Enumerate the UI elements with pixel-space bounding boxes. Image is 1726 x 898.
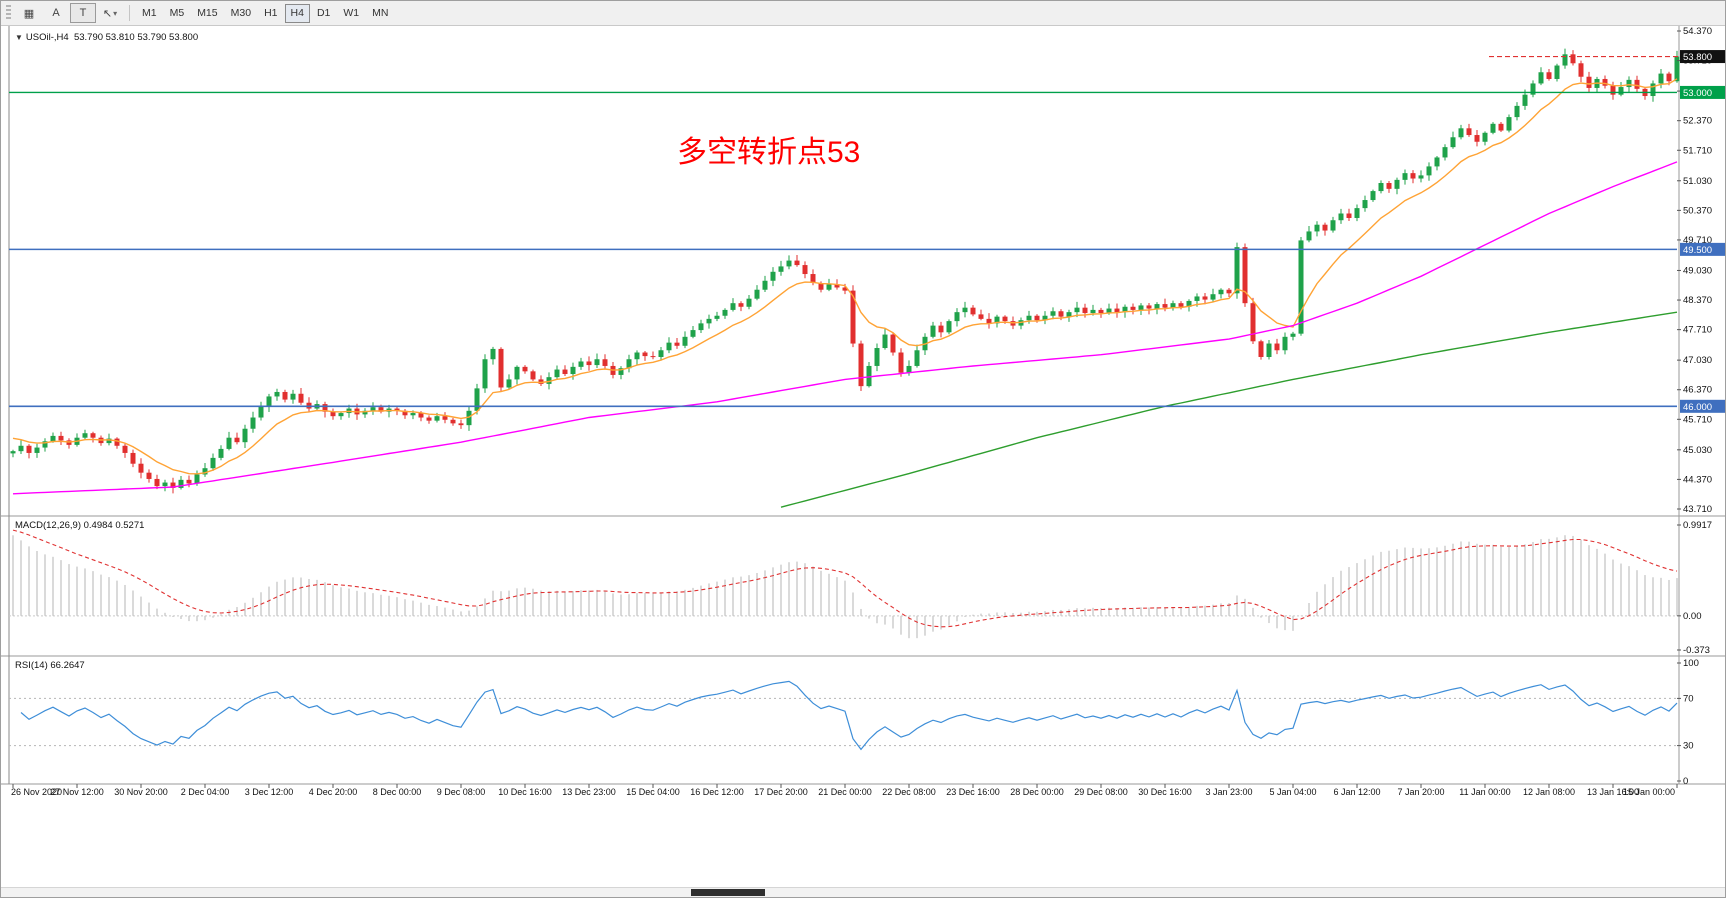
timeframe-mn[interactable]: MN — [372, 7, 389, 19]
candlestick-series — [10, 48, 1680, 494]
svg-text:47.030: 47.030 — [1683, 355, 1712, 366]
svg-text:43.710: 43.710 — [1683, 504, 1712, 515]
quote-text: USOil-,H4 53.790 53.810 53.790 53.800 — [25, 32, 199, 43]
price-scale[interactable]: 54.37053.71053.03052.37051.71051.03050.3… — [1677, 26, 1712, 515]
cursor-tool[interactable]: ↖ ▾ — [102, 7, 118, 20]
svg-text:23 Dec 16:00: 23 Dec 16:00 — [946, 787, 1000, 797]
svg-text:13 Dec 23:00: 13 Dec 23:00 — [562, 787, 616, 797]
svg-text:9 Dec 08:00: 9 Dec 08:00 — [437, 787, 486, 797]
macd-indicator-label: MACD(12,26,9) 0.4984 0.5271 — [15, 520, 145, 531]
svg-text:46.000: 46.000 — [1683, 402, 1712, 413]
price-badge-53.000: 53.000 — [1680, 85, 1725, 99]
timeframe-m30[interactable]: M30 — [230, 7, 252, 19]
toolbar-grip[interactable] — [6, 5, 11, 21]
svg-text:26 Nov 2020: 26 Nov 2020 — [11, 787, 62, 797]
timeframe-w1[interactable]: W1 — [343, 7, 360, 19]
macd-histogram — [9, 535, 1678, 639]
svg-text:28 Dec 00:00: 28 Dec 00:00 — [1010, 787, 1064, 797]
rsi-line — [20, 680, 1678, 751]
price-badge-46.000: 46.000 — [1680, 399, 1725, 413]
chart-grid-icon[interactable]: ▦ — [23, 7, 35, 20]
dropdown-caret-icon: ▾ — [113, 8, 118, 18]
svg-text:3 Jan 23:00: 3 Jan 23:00 — [1205, 787, 1252, 797]
svg-text:45.030: 45.030 — [1683, 445, 1712, 456]
svg-text:2 Dec 04:00: 2 Dec 04:00 — [181, 787, 230, 797]
svg-text:21 Dec 00:00: 21 Dec 00:00 — [818, 787, 872, 797]
svg-text:70: 70 — [1683, 693, 1694, 704]
svg-text:5 Jan 04:00: 5 Jan 04:00 — [1269, 787, 1316, 797]
rsi-indicator-label: RSI(14) 66.2647 — [15, 660, 85, 671]
ma-slow-line — [780, 311, 1678, 508]
svg-text:13 Jan 16:00: 13 Jan 16:00 — [1587, 787, 1639, 797]
ma-fast-line — [12, 78, 1678, 475]
collapse-icon[interactable]: ▼ — [15, 33, 23, 42]
toolbar: ▦ A T ↖ ▾ M1 M5 M15 M30 H1 H4 D1 W1 MN — [1, 1, 1725, 26]
svg-text:49.710: 49.710 — [1683, 235, 1712, 246]
svg-text:53.000: 53.000 — [1683, 88, 1712, 99]
svg-text:46.370: 46.370 — [1683, 385, 1712, 396]
svg-text:29 Dec 08:00: 29 Dec 08:00 — [1074, 787, 1128, 797]
annotation-tool[interactable]: A — [52, 7, 60, 19]
svg-text:15 Jan 00:00: 15 Jan 00:00 — [1623, 787, 1675, 797]
svg-text:0.9917: 0.9917 — [1683, 520, 1712, 531]
svg-text:30 Nov 20:00: 30 Nov 20:00 — [114, 787, 168, 797]
svg-text:30 Dec 16:00: 30 Dec 16:00 — [1138, 787, 1192, 797]
svg-text:50.370: 50.370 — [1683, 205, 1712, 216]
horizontal-scrollbar[interactable] — [1, 887, 1725, 897]
svg-text:0: 0 — [1683, 776, 1688, 787]
toolbar-separator — [129, 5, 130, 21]
svg-text:22 Dec 08:00: 22 Dec 08:00 — [882, 787, 936, 797]
svg-text:45.710: 45.710 — [1683, 414, 1712, 425]
h-scrollbar-thumb[interactable] — [691, 889, 765, 896]
svg-text:52.370: 52.370 — [1683, 116, 1712, 127]
price-badge-53.800: 53.800 — [1680, 50, 1725, 64]
svg-text:17 Dec 20:00: 17 Dec 20:00 — [754, 787, 808, 797]
svg-text:51.030: 51.030 — [1683, 176, 1712, 187]
svg-text:11 Jan 00:00: 11 Jan 00:00 — [1459, 787, 1510, 797]
timeframe-h4[interactable]: H4 — [284, 3, 310, 23]
svg-text:53.800: 53.800 — [1683, 52, 1712, 63]
svg-text:8 Dec 00:00: 8 Dec 00:00 — [373, 787, 422, 797]
svg-text:16 Dec 12:00: 16 Dec 12:00 — [690, 787, 744, 797]
timeframe-m1[interactable]: M1 — [142, 7, 157, 19]
chart-annotation-text[interactable]: 多空转折点53 — [677, 136, 861, 169]
svg-text:12 Jan 08:00: 12 Jan 08:00 — [1523, 787, 1575, 797]
svg-text:100: 100 — [1683, 658, 1699, 669]
macd-scale[interactable]: 0.9917 0.00 -0.373 — [1677, 520, 1712, 656]
timeframe-h1[interactable]: H1 — [264, 7, 278, 19]
rsi-scale[interactable]: 100 70 30 0 — [1677, 658, 1699, 787]
macd-signal-line — [12, 529, 1678, 628]
svg-text:48.370: 48.370 — [1683, 295, 1712, 306]
timeframe-m15[interactable]: M15 — [197, 7, 218, 19]
svg-text:-0.373: -0.373 — [1683, 645, 1710, 656]
text-tool[interactable]: T — [70, 3, 96, 23]
timeframe-m5[interactable]: M5 — [169, 7, 185, 19]
svg-text:15 Dec 04:00: 15 Dec 04:00 — [626, 787, 680, 797]
svg-text:27 Nov 12:00: 27 Nov 12:00 — [50, 787, 104, 797]
svg-text:54.370: 54.370 — [1683, 26, 1712, 37]
svg-text:30: 30 — [1683, 741, 1694, 752]
svg-text:47.710: 47.710 — [1683, 325, 1712, 336]
svg-text:6 Jan 12:00: 6 Jan 12:00 — [1333, 787, 1380, 797]
timeframe-d1[interactable]: D1 — [316, 7, 331, 19]
svg-text:49.500: 49.500 — [1683, 245, 1712, 256]
tool-buttons: ▦ A T ↖ ▾ — [16, 3, 123, 23]
ma-mid-line — [12, 161, 1678, 495]
svg-text:0.00: 0.00 — [1683, 611, 1702, 622]
svg-text:3 Dec 12:00: 3 Dec 12:00 — [245, 787, 294, 797]
timeframe-buttons: M1 M5 M15 M30 H1 H4 D1 W1 MN — [136, 3, 394, 23]
svg-text:49.030: 49.030 — [1683, 265, 1712, 276]
svg-text:10 Dec 16:00: 10 Dec 16:00 — [498, 787, 552, 797]
svg-text:4 Dec 20:00: 4 Dec 20:00 — [309, 787, 358, 797]
rsi-level-lines — [9, 697, 1677, 747]
quote-line: ▼ USOil-,H4 53.790 53.810 53.790 53.800 — [15, 32, 198, 43]
svg-text:44.370: 44.370 — [1683, 474, 1712, 485]
svg-text:7 Jan 20:00: 7 Jan 20:00 — [1397, 787, 1444, 797]
svg-text:51.710: 51.710 — [1683, 145, 1712, 156]
price-badge-49.500: 49.500 — [1680, 242, 1725, 256]
chart-frame — [1, 26, 1725, 785]
